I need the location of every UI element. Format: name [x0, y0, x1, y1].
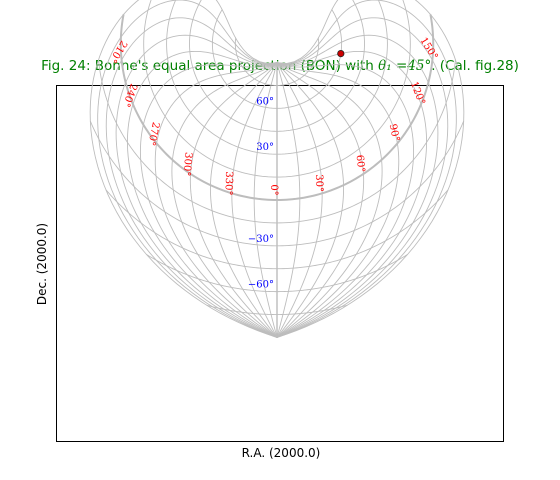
lat-label: −60°	[248, 280, 274, 291]
plot-frame	[56, 85, 504, 442]
lon-label: 0°	[268, 184, 279, 195]
parallel--30	[89, 120, 465, 247]
parallel--60	[146, 254, 408, 293]
chart-title-suffix: . (Cal. fig.28)	[431, 58, 519, 74]
lon-label: 90°	[387, 123, 401, 143]
y-axis-label: Dec. (2000.0)	[35, 222, 49, 306]
parallel-15	[143, 0, 411, 178]
parallel--15	[98, 59, 456, 224]
x-axis-label: R.A. (2000.0)	[241, 446, 321, 460]
lat-label: 30°	[256, 142, 274, 153]
parallel--75	[206, 304, 348, 315]
parallel-45	[189, 0, 365, 132]
lon-label: 330°	[222, 171, 234, 195]
position-marker	[337, 49, 345, 58]
lon-label: 30°	[313, 174, 325, 192]
lat-label: −30°	[248, 234, 274, 245]
graticule-labels: 0° 30°60°90°120°150°210°240°270°300°330°6…	[107, 36, 440, 291]
marker-layer	[337, 49, 345, 58]
lon-label: 300°	[180, 152, 193, 177]
parallel-30	[166, 0, 388, 155]
lon-label: 150°	[418, 36, 440, 62]
parallel-0	[119, 14, 435, 202]
lon-label: 120°	[408, 80, 427, 106]
lon-label: 60°	[354, 154, 367, 173]
lat-label: 60°	[256, 96, 274, 107]
parallel--45	[105, 189, 449, 270]
lon-label: 210°	[107, 38, 129, 64]
lon-label: 270°	[145, 121, 161, 147]
parallel-75	[234, 38, 320, 86]
graticule	[89, 0, 465, 338]
